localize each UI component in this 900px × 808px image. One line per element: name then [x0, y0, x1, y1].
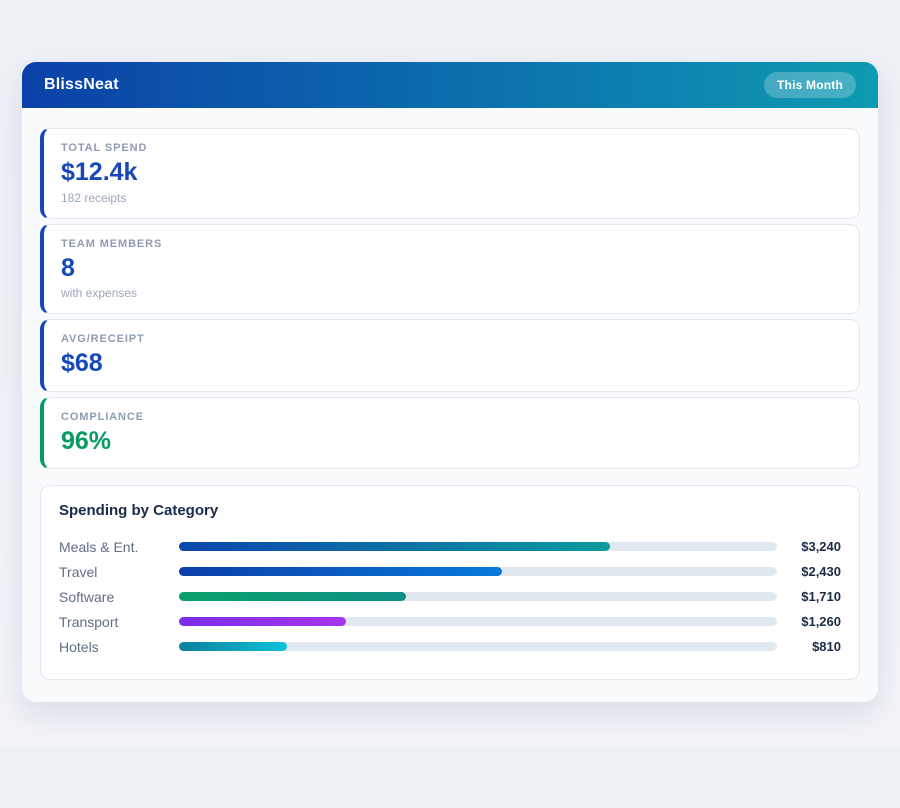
chart-row-software: Software $1,710 [59, 584, 841, 609]
stat-value: $12.4k [61, 159, 842, 187]
period-badge[interactable]: This Month [764, 72, 856, 98]
stat-subtitle: 182 receipts [61, 191, 842, 205]
category-label: Hotels [59, 639, 179, 655]
spending-chart-card: Spending by Category Meals & Ent. $3,240 T… [40, 485, 860, 680]
stat-label: COMPLIANCE [61, 411, 842, 423]
category-value: $3,240 [777, 539, 841, 554]
bar-fill [179, 592, 406, 601]
stats-list: TOTAL SPEND $12.4k 182 receipts TEAM MEMBER… [40, 128, 860, 469]
bar-track [179, 617, 777, 626]
stat-card-total-spend: TOTAL SPEND $12.4k 182 receipts [40, 128, 860, 219]
category-value: $1,710 [777, 589, 841, 604]
chart-title: Spending by Category [59, 502, 841, 519]
bar-fill [179, 542, 610, 551]
stat-label: TEAM MEMBERS [61, 238, 842, 250]
bar-track [179, 567, 777, 576]
bar-fill [179, 567, 502, 576]
stat-label: AVG/RECEIPT [61, 333, 842, 345]
stat-value: 8 [61, 255, 842, 283]
chart-row-transport: Transport $1,260 [59, 609, 841, 634]
bar-fill [179, 617, 346, 626]
stat-card-team-members: TEAM MEMBERS 8 with expenses [40, 224, 860, 315]
app-title: BlissNeat [44, 76, 119, 94]
category-value: $2,430 [777, 564, 841, 579]
bar-track [179, 542, 777, 551]
stat-label: TOTAL SPEND [61, 142, 842, 154]
chart-rows: Meals & Ent. $3,240 Travel $2,430 Software $1… [59, 534, 841, 659]
category-label: Software [59, 589, 179, 605]
bar-track [179, 642, 777, 651]
stat-value: $68 [61, 350, 842, 378]
app-header: BlissNeat This Month [22, 62, 878, 108]
category-label: Meals & Ent. [59, 539, 179, 555]
category-value: $810 [777, 639, 841, 654]
stat-subtitle: with expenses [61, 286, 842, 300]
stat-card-avg-receipt: AVG/RECEIPT $68 [40, 319, 860, 392]
chart-row-meals-ent-: Meals & Ent. $3,240 [59, 534, 841, 559]
panel-body: TOTAL SPEND $12.4k 182 receipts TEAM MEMBER… [22, 108, 878, 702]
chart-row-travel: Travel $2,430 [59, 559, 841, 584]
bar-fill [179, 642, 287, 651]
category-value: $1,260 [777, 614, 841, 629]
stat-value: 96% [61, 428, 842, 456]
chart-row-hotels: Hotels $810 [59, 634, 841, 659]
stat-card-compliance: COMPLIANCE 96% [40, 397, 860, 470]
bar-track [179, 592, 777, 601]
category-label: Transport [59, 614, 179, 630]
category-label: Travel [59, 564, 179, 580]
dashboard-panel: BlissNeat This Month TOTAL SPEND $12.4k 18… [22, 62, 878, 702]
